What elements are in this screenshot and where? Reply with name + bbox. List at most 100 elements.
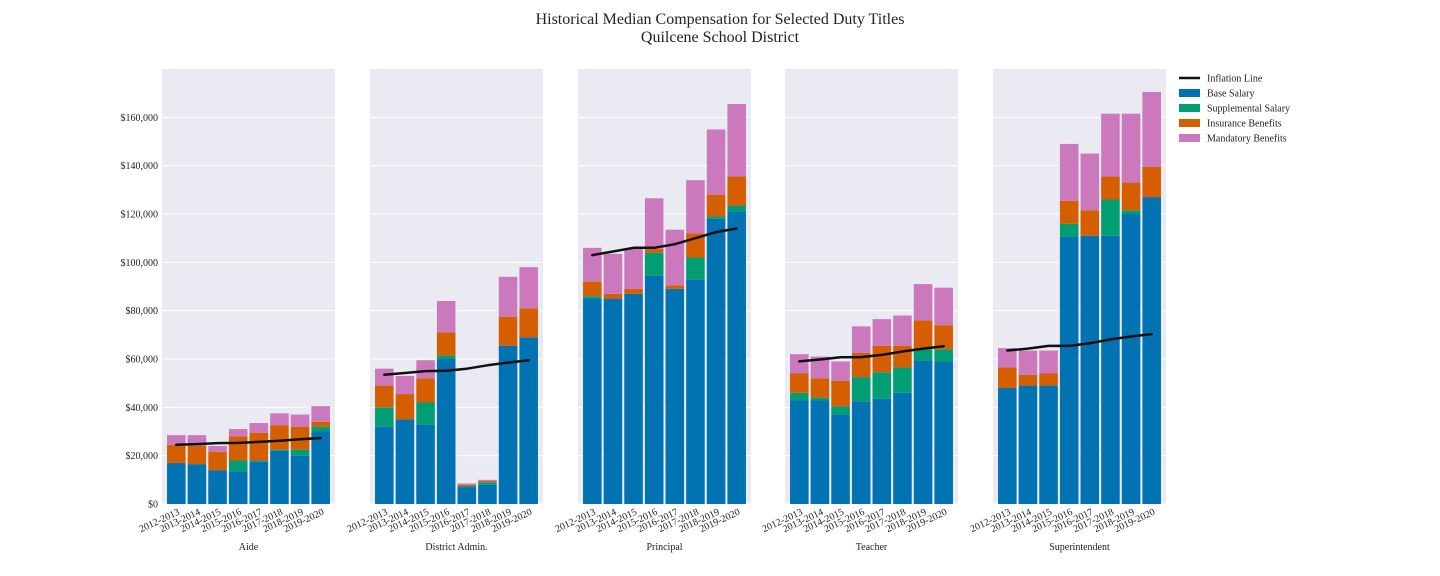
bar-insurance-benefits — [1059, 200, 1079, 224]
bar-mandatory-benefits — [934, 287, 953, 326]
bar-mandatory-benefits — [790, 354, 809, 374]
bar-mandatory-benefits — [1121, 113, 1141, 183]
bar-base-salary — [1039, 385, 1058, 504]
bar-base-salary — [1101, 235, 1120, 504]
bar-insurance-benefits — [893, 345, 912, 368]
legend-label: Insurance Benefits — [1207, 119, 1282, 130]
bar-mandatory-benefits — [270, 413, 289, 426]
y-tick-label: $60,000 — [126, 355, 159, 366]
bar-supplemental-salary — [872, 372, 892, 399]
bar-insurance-benefits — [519, 308, 538, 338]
panel-superintendent: 2012-20132013-20142014-20152015-20162016… — [969, 69, 1166, 553]
bar-base-salary — [457, 487, 477, 504]
bar-base-salary — [624, 293, 643, 504]
panel-label: Aide — [239, 542, 259, 553]
bar-mandatory-benefits — [1018, 350, 1038, 375]
bar-insurance-benefits — [416, 378, 435, 403]
y-tick-label: $160,000 — [121, 113, 159, 124]
bar-supplemental-salary — [706, 216, 726, 219]
bar-insurance-benefits — [270, 425, 289, 450]
legend-label: Base Salary — [1207, 89, 1255, 100]
bar-supplemental-salary — [249, 460, 269, 462]
bar-base-salary — [228, 471, 248, 504]
bar-base-salary — [167, 462, 186, 504]
bar-base-salary — [1142, 197, 1161, 505]
bar-base-salary — [706, 218, 726, 505]
panel-label: Superintendent — [1049, 542, 1110, 553]
bar-insurance-benefits — [851, 352, 871, 378]
chart-title: Historical Median Compensation for Selec… — [536, 11, 905, 28]
bar-insurance-benefits — [998, 367, 1017, 388]
bar-supplemental-salary — [457, 485, 477, 488]
bar-supplemental-salary — [831, 406, 850, 415]
inflation-line — [798, 344, 945, 363]
bar-base-salary — [810, 400, 830, 504]
bar-base-salary — [893, 392, 912, 504]
bar-insurance-benefits — [913, 320, 933, 350]
bar-base-salary — [498, 345, 518, 504]
bar-base-salary — [1080, 235, 1100, 504]
bar-mandatory-benefits — [436, 301, 456, 333]
bar-base-salary — [665, 288, 685, 504]
y-tick-label: $140,000 — [121, 161, 159, 172]
bar-mandatory-benefits — [1039, 350, 1058, 374]
bar-insurance-benefits — [790, 373, 809, 393]
bar-supplemental-salary — [686, 257, 705, 280]
legend-swatch — [1179, 119, 1200, 127]
bar-base-salary — [395, 419, 415, 504]
bar-mandatory-benefits — [644, 198, 664, 250]
bar-mandatory-benefits — [998, 348, 1017, 368]
bar-mandatory-benefits — [1142, 91, 1161, 167]
bar-mandatory-benefits — [1101, 113, 1120, 177]
bar-insurance-benefits — [375, 385, 394, 408]
chart-subtitle: Quilcene School District — [641, 29, 800, 46]
bar-mandatory-benefits — [1059, 143, 1079, 201]
bar-base-salary — [519, 337, 538, 504]
bar-base-salary — [436, 359, 456, 504]
bar-insurance-benefits — [665, 285, 685, 289]
bar-insurance-benefits — [603, 293, 623, 299]
panel-label: District Admin. — [425, 542, 487, 553]
bar-mandatory-benefits — [1080, 153, 1100, 211]
bar-insurance-benefits — [624, 288, 643, 294]
bar-base-salary — [249, 461, 269, 504]
bar-insurance-benefits — [228, 436, 248, 461]
bar-insurance-benefits — [478, 481, 497, 483]
bar-base-salary — [872, 398, 892, 504]
bar-insurance-benefits — [436, 332, 456, 356]
bar-supplemental-salary — [727, 205, 746, 212]
bar-mandatory-benefits — [706, 129, 726, 195]
inflation-line — [591, 227, 738, 257]
bar-insurance-benefits — [727, 176, 746, 206]
bar-insurance-benefits — [872, 345, 892, 373]
bar-supplemental-salary — [311, 426, 330, 432]
bar-insurance-benefits — [498, 316, 518, 346]
bar-supplemental-salary — [893, 367, 912, 393]
bar-supplemental-salary — [478, 482, 497, 485]
bar-insurance-benefits — [395, 394, 415, 420]
panel-district-admin: 2012-20132013-20142014-20152015-20162016… — [346, 69, 543, 553]
bar-supplemental-salary — [851, 377, 871, 402]
bar-mandatory-benefits — [893, 315, 912, 346]
bar-insurance-benefits — [934, 325, 953, 350]
bar-supplemental-salary — [375, 407, 394, 427]
panel-aide: $0 $20,000 $40,000 $60,000 $80,000 $100,000 $1… — [121, 69, 335, 553]
bar-mandatory-benefits — [228, 429, 248, 437]
bar-mandatory-benefits — [624, 249, 643, 289]
bar-mandatory-benefits — [603, 253, 623, 294]
bar-supplemental-salary — [583, 296, 602, 299]
bar-supplemental-salary — [934, 349, 953, 362]
legend-swatch — [1179, 89, 1200, 97]
bar-insurance-benefits — [311, 421, 330, 427]
bar-insurance-benefits — [457, 484, 477, 486]
bar-supplemental-salary — [270, 449, 289, 451]
bar-mandatory-benefits — [498, 276, 518, 317]
bar-base-salary — [416, 424, 435, 504]
bar-insurance-benefits — [249, 432, 269, 461]
bar-mandatory-benefits — [311, 406, 330, 422]
bar-insurance-benefits — [831, 380, 850, 407]
bar-mandatory-benefits — [665, 229, 685, 286]
bar-insurance-benefits — [1018, 374, 1038, 386]
legend-label: Mandatory Benefits — [1207, 134, 1287, 145]
bar-mandatory-benefits — [913, 284, 933, 321]
